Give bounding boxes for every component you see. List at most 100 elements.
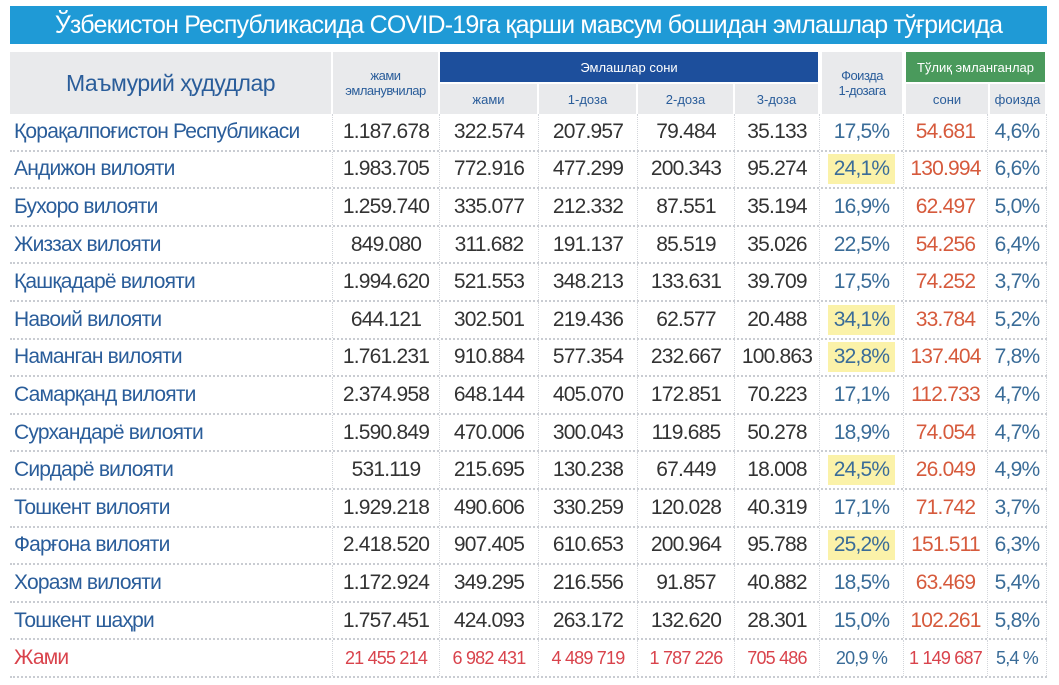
cell-d2: 79.484 (638, 114, 735, 150)
table-row: Сирдарё вилояти 531.119 215.695 130.238 67.4… (10, 452, 1047, 490)
cell-d1: 610.653 (539, 527, 638, 564)
table-row: Навоий вилояти 644.121 302.501 219.436 62.57… (10, 301, 1047, 340)
total-row: Жами 21 455 214 6 982 431 4 489 719 1 787 22… (10, 640, 1047, 678)
cell-d3: 705 486 (735, 640, 820, 676)
cell-region: Қашқадарё вилояти (10, 264, 333, 300)
highlighted-value: 24,5% (827, 455, 896, 486)
cell-total: 531.119 (333, 452, 440, 488)
cell-d3: 35.026 (735, 226, 820, 263)
highlighted-value: 34,1% (827, 304, 896, 335)
cell-jami: 322.574 (440, 114, 539, 150)
cell-d2: 133.631 (638, 264, 735, 300)
cell-d1: 4 489 719 (539, 640, 638, 676)
header-dose1: 1-доза (539, 84, 636, 114)
cell-soni: 102.261 (904, 602, 988, 639)
cell-d1: 191.137 (539, 226, 638, 263)
cell-pct: 17,1% (820, 377, 904, 413)
table-row: Самарқанд вилояти 2.374.958 648.144 405.070… (10, 377, 1047, 415)
cell-d2: 62.577 (638, 301, 735, 338)
highlighted-value: 24,1% (827, 154, 896, 185)
cell-d2: 200.343 (638, 151, 735, 188)
cell-pct: 18,5% (820, 565, 904, 601)
cell-d3: 39.709 (735, 264, 820, 300)
cell-d2: 119.685 (638, 414, 735, 451)
cell-jami: 424.093 (440, 602, 539, 639)
cell-soni: 112.733 (904, 377, 988, 413)
table-row: Фарғона вилояти 2.418.520 907.405 610.653 20… (10, 527, 1047, 566)
header-full-group: Тўлиқ эмланганлар (906, 52, 1045, 82)
cell-foizda: 4,7% (988, 377, 1047, 413)
cell-pct: 24,5% (820, 452, 904, 488)
cell-soni: 33.784 (904, 301, 988, 338)
cell-region: Наманган вилояти (10, 339, 333, 376)
cell-foizda: 4,9% (988, 452, 1047, 488)
cell-foizda: 4,7% (988, 414, 1047, 451)
cell-d3: 40.319 (735, 489, 820, 526)
cell-d2: 232.667 (638, 339, 735, 376)
cell-d1: 348.213 (539, 264, 638, 300)
cell-soni: 62.497 (904, 189, 988, 225)
cell-total: 21 455 214 (333, 640, 440, 676)
cell-total: 2.374.958 (333, 377, 440, 413)
cell-pct: 32,8% (820, 339, 904, 376)
cell-total: 1.761.231 (333, 339, 440, 376)
cell-pct: 34,1% (820, 301, 904, 338)
cell-jami: 907.405 (440, 527, 539, 564)
cell-soni: 137.404 (904, 339, 988, 376)
header-full-pct: фоизда (990, 84, 1045, 114)
cell-pct: 17,5% (820, 264, 904, 300)
table-row: Қашқадарё вилояти 1.994.620 521.553 348.213… (10, 264, 1047, 302)
header-dose3: 3-доза (735, 84, 818, 114)
cell-d2: 85.519 (638, 226, 735, 263)
highlighted-value: 32,8% (827, 342, 896, 373)
cell-d3: 95.274 (735, 151, 820, 188)
cell-d1: 477.299 (539, 151, 638, 188)
cell-region: Сирдарё вилояти (10, 452, 333, 488)
data-table: Қорақалпоғистон Республикаси 1.187.678 322… (10, 114, 1047, 678)
cell-pct: 20,9 % (820, 640, 904, 676)
cell-region: Сурхандарё вилояти (10, 414, 333, 451)
cell-d1: 300.043 (539, 414, 638, 451)
cell-foizda: 6,3% (988, 527, 1047, 564)
cell-foizda: 6,4% (988, 226, 1047, 263)
cell-total: 1.757.451 (333, 602, 440, 639)
cell-d2: 132.620 (638, 602, 735, 639)
cell-d3: 35.133 (735, 114, 820, 150)
cell-jami: 6 982 431 (440, 640, 539, 676)
cell-foizda: 3,7% (988, 489, 1047, 526)
cell-d3: 100.863 (735, 339, 820, 376)
cell-d1: 130.238 (539, 452, 638, 488)
table-row: Тошкент шаҳри 1.757.451 424.093 263.172 132.… (10, 602, 1047, 641)
cell-d3: 70.223 (735, 377, 820, 413)
cell-foizda: 7,8% (988, 339, 1047, 376)
cell-region: Бухоро вилояти (10, 189, 333, 225)
cell-pct: 15,0% (820, 602, 904, 639)
cell-soni: 54.681 (904, 114, 988, 150)
cell-region: Андижон вилояти (10, 151, 333, 188)
cell-d2: 1 787 226 (638, 640, 735, 676)
table-row: Андижон вилояти 1.983.705 772.916 477.299 20… (10, 151, 1047, 190)
cell-d2: 67.449 (638, 452, 735, 488)
cell-total: 1.187.678 (333, 114, 440, 150)
cell-d3: 35.194 (735, 189, 820, 225)
cell-region: Фарғона вилояти (10, 527, 333, 564)
cell-d2: 200.964 (638, 527, 735, 564)
page-title: Ўзбекистон Республикасида COVID-19га қар… (10, 6, 1047, 77)
header-total-vaccinated: жами эмланувчилар (333, 52, 438, 114)
cell-d1: 212.332 (539, 189, 638, 225)
cell-foizda: 4,6% (988, 114, 1047, 150)
cell-soni: 151.511 (904, 527, 988, 564)
table-row: Сурхандарё вилояти 1.590.849 470.006 300.04… (10, 414, 1047, 453)
cell-jami: 772.916 (440, 151, 539, 188)
cell-region: Қорақалпоғистон Республикаси (10, 114, 333, 150)
cell-soni: 1 149 687 (904, 640, 988, 676)
cell-region: Самарқанд вилояти (10, 377, 333, 413)
cell-pct: 25,2% (820, 527, 904, 564)
cell-d3: 20.488 (735, 301, 820, 338)
cell-foizda: 3,7% (988, 264, 1047, 300)
cell-d3: 18.008 (735, 452, 820, 488)
cell-d3: 28.301 (735, 602, 820, 639)
table-row: Наманган вилояти 1.761.231 910.884 577.354 2… (10, 339, 1047, 378)
cell-pct: 17,5% (820, 114, 904, 150)
cell-foizda: 5,2% (988, 301, 1047, 338)
